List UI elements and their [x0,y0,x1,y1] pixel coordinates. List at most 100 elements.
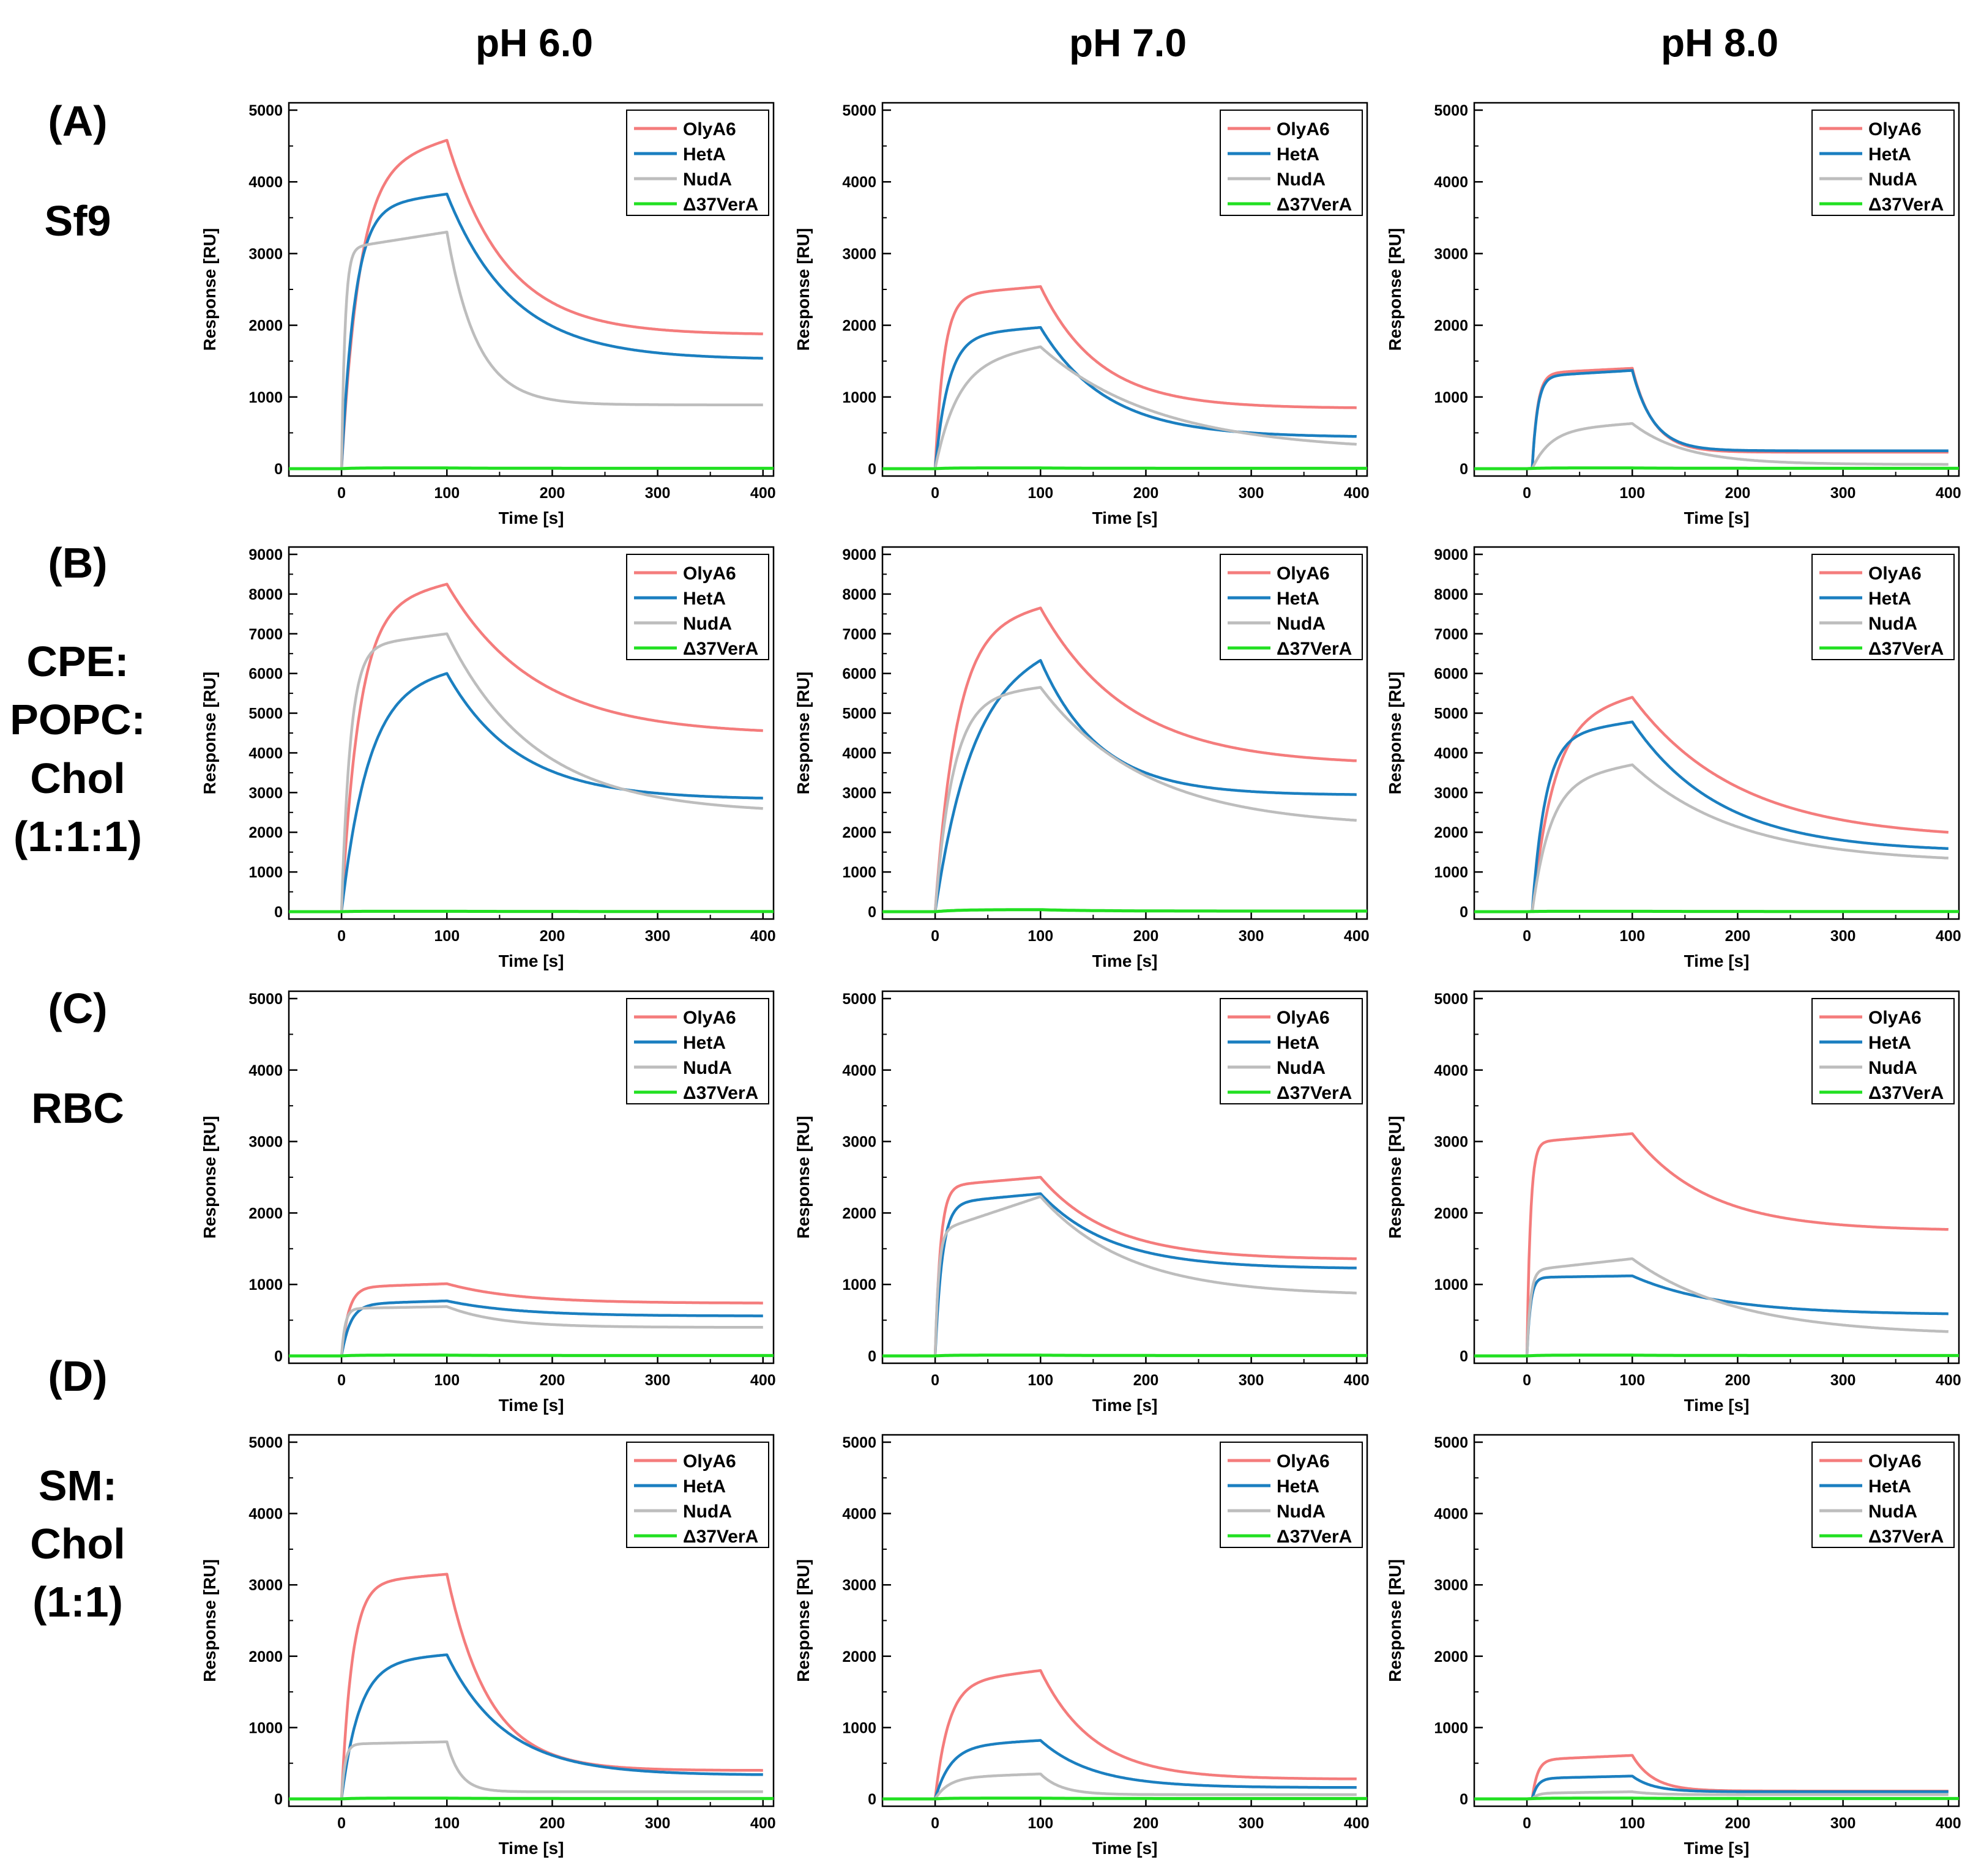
series-line-nuda [1531,763,1949,912]
x-tick-label: 400 [750,485,776,502]
x-tick-label: 100 [1028,1372,1053,1389]
legend-label: OlyA6 [1868,119,1922,140]
legend-label: NudA [683,1502,732,1522]
legend-label: NudA [1277,1058,1326,1078]
series-line-olya6 [933,606,1357,912]
series-line-delta37vera [1474,909,1959,914]
x-tick-label: 400 [1344,1372,1370,1389]
y-tick-label: 9000 [248,546,283,564]
x-tick-label: 400 [1344,485,1370,502]
series-line-heta [933,1192,1357,1357]
panel-r4-c3: 0 1000 2000 3000 4000 5000 0 100 200 300 400 Time [… [1386,1434,1961,1858]
series-line-nuda [340,230,764,469]
column-title-ph6: pH 6.0 [476,21,593,65]
x-tick-label: 100 [1619,1815,1645,1832]
series-line-nuda [1531,1790,1949,1800]
y-tick-label: 3000 [842,1577,876,1594]
y-tick-label: 1000 [842,1719,876,1736]
series-line-delta37vera [289,909,774,914]
y-tick-label: 4000 [842,1062,876,1079]
series-line-heta [340,672,764,912]
y-tick-label: 3000 [248,1577,283,1594]
legend-label: NudA [1868,1058,1917,1078]
y-tick-label: 5000 [248,1434,283,1451]
row-name-popc: POPC: [10,696,146,743]
x-axis-label: Time [s] [1092,508,1158,527]
x-axis-label: Time [s] [499,1839,564,1858]
x-tick-label: 400 [750,1372,776,1389]
legend-label: NudA [1277,169,1326,190]
x-axis-label: Time [s] [1684,951,1750,970]
series-line-nuda [1525,1257,1949,1357]
y-tick-label: 5000 [1434,705,1468,723]
legend-label: HetA [683,144,726,165]
y-axis-label: Response [RU] [200,228,219,351]
y-tick-label: 8000 [248,586,283,603]
y-tick-label: 5000 [842,991,876,1008]
y-tick-label: 5000 [1434,102,1468,119]
y-tick-label: 9000 [1434,546,1468,564]
row-letter-a: (A) [48,97,107,145]
panel-r3-c3: 0 1000 2000 3000 4000 5000 0 100 200 300 400 Time [… [1386,990,1961,1415]
legend-label: HetA [683,1476,726,1497]
y-tick-label: 8000 [842,586,876,603]
legend-label: OlyA6 [683,1451,736,1472]
y-axis-label: Response [RU] [1386,228,1404,351]
y-tick-label: 1000 [842,1276,876,1293]
legend-label: Δ37VerA [683,1083,758,1103]
y-tick-label: 1000 [248,864,283,881]
x-axis-label: Time [s] [1684,508,1750,527]
x-tick-label: 300 [1239,1372,1264,1389]
x-tick-label: 0 [1523,1815,1531,1832]
legend-label: OlyA6 [1277,119,1330,140]
legend: OlyA6 HetA NudA Δ37VerA [1811,110,1955,216]
series-line-nuda [933,1195,1357,1357]
x-tick-label: 0 [337,1815,346,1832]
x-tick-label: 0 [1523,485,1531,502]
y-tick-label: 2000 [1434,318,1468,335]
x-tick-label: 100 [1028,1815,1053,1832]
y-tick-label: 0 [1460,461,1468,478]
series-line-heta [340,1653,764,1800]
y-tick-label: 5000 [248,102,283,119]
legend-label: HetA [683,589,726,609]
y-tick-label: 0 [274,904,283,921]
legend-label: OlyA6 [1868,1451,1922,1472]
y-tick-label: 4000 [248,745,283,762]
legend: OlyA6 HetA NudA Δ37VerA [626,554,769,660]
panel-r2-c1: 0 1000 2000 3000 4000 5000 6000 7000 8000 9000 0 10… [200,546,776,970]
legend-label: Δ37VerA [1868,639,1944,659]
legend-label: NudA [683,1058,732,1078]
y-tick-label: 5000 [248,991,283,1008]
x-tick-label: 300 [1239,485,1264,502]
legend-label: Δ37VerA [683,1527,758,1547]
y-tick-label: 0 [868,461,876,478]
x-tick-label: 200 [1133,928,1159,945]
y-tick-label: 0 [1460,1791,1468,1808]
y-tick-label: 3000 [248,1134,283,1151]
x-tick-label: 300 [645,1372,671,1389]
series-line-olya6 [340,138,764,469]
panel-r1-c3: 0 1000 2000 3000 4000 5000 0 100 200 300 400 Time [… [1386,102,1961,527]
y-tick-label: 6000 [1434,666,1468,683]
y-tick-label: 2000 [248,1648,283,1666]
x-tick-label: 100 [434,928,460,945]
legend: OlyA6 HetA NudA Δ37VerA [1220,110,1363,216]
row-labels: (A) Sf9 (B) CPE: POPC: Chol (1:1:1) (C) … [10,97,146,1626]
x-tick-label: 200 [540,928,565,945]
series-line-nuda [1531,422,1949,469]
legend-label: NudA [1868,1502,1917,1522]
x-tick-label: 200 [1725,1815,1751,1832]
row-letter-d: (D) [48,1352,107,1400]
series-line-olya6 [340,583,764,912]
series-line-delta37vera [1474,1796,1959,1801]
series-line-delta37vera [882,908,1367,914]
x-tick-label: 400 [1936,1815,1961,1832]
x-tick-label: 300 [1830,928,1856,945]
row-name-cpe: CPE: [26,638,129,685]
legend-label: HetA [1277,144,1319,165]
series-line-heta [340,192,764,469]
series-line-olya6 [933,285,1357,469]
legend-label: OlyA6 [683,564,736,584]
legend-label: Δ37VerA [683,195,758,215]
